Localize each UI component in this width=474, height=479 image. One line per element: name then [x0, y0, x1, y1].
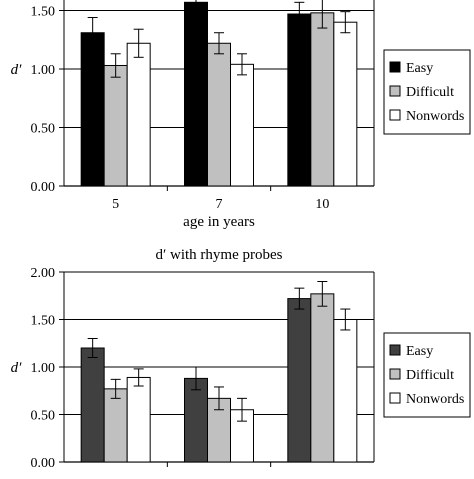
y-axis-label: d′: [11, 360, 23, 376]
bar-difficult-10: [310, 12, 335, 187]
bar-difficult-10: [310, 293, 335, 463]
legend-swatch-difficult: [389, 85, 401, 97]
legend: Easy Difficult Nonwords: [383, 332, 471, 418]
legend-label-easy: Easy: [406, 344, 433, 359]
bar-easy-10: [287, 298, 312, 463]
y-tick-label: 1.50: [31, 314, 56, 329]
y-tick-label: 0.00: [31, 456, 56, 471]
x-axis-label: age in years: [183, 214, 255, 230]
legend-label-difficult: Difficult: [406, 85, 454, 100]
y-tick-label: 1.00: [31, 361, 56, 376]
legend-swatch-nonwords: [389, 392, 401, 404]
bar-easy-7: [184, 1, 208, 187]
y-tick-label: 1.00: [31, 63, 56, 78]
y-tick-label: 2.00: [31, 266, 56, 281]
y-tick-label: 0.00: [31, 180, 56, 195]
x-tick-label: 5: [112, 197, 119, 212]
legend-swatch-easy: [389, 61, 401, 73]
bar-nonwords-10: [333, 21, 358, 187]
chart-1: 0.00 0.50 1.00 1.50 d′ 5 7 10 age in years Easy Di…: [11, 0, 471, 230]
bar-easy-5: [80, 32, 105, 187]
legend-label-difficult: Difficult: [406, 368, 454, 383]
y-axis-label: d′: [11, 62, 23, 78]
bar-nonwords-10: [333, 319, 358, 463]
legend-label-nonwords: Nonwords: [406, 392, 464, 407]
bar-easy-10: [287, 13, 312, 187]
legend-swatch-easy: [389, 344, 401, 356]
x-tick-label: 7: [216, 197, 223, 212]
y-tick-label: 1.50: [31, 5, 56, 20]
x-tick-label: 10: [315, 197, 329, 212]
legend-label-easy: Easy: [406, 61, 433, 76]
bar-easy-5: [80, 347, 105, 463]
y-tick-label: 0.50: [31, 409, 56, 424]
bar-nonwords-7: [230, 63, 254, 187]
chart-title: d′ with rhyme probes: [155, 247, 282, 263]
chart-2: d′ with rhyme probes 0.00 0.50 1.00 1.50 2.00…: [11, 247, 471, 479]
legend-label-nonwords: Nonwords: [406, 109, 464, 124]
bar-difficult-5: [103, 64, 128, 187]
legend-swatch-nonwords: [389, 109, 401, 121]
legend: Easy Difficult Nonwords: [383, 49, 471, 135]
bar-difficult-5: [103, 388, 128, 463]
bar-nonwords-5: [126, 376, 151, 463]
y-tick-label: 0.50: [31, 122, 56, 137]
bar-difficult-7: [207, 42, 231, 187]
legend-swatch-difficult: [389, 368, 401, 380]
bar-easy-7: [184, 377, 208, 463]
bar-nonwords-5: [126, 42, 151, 187]
